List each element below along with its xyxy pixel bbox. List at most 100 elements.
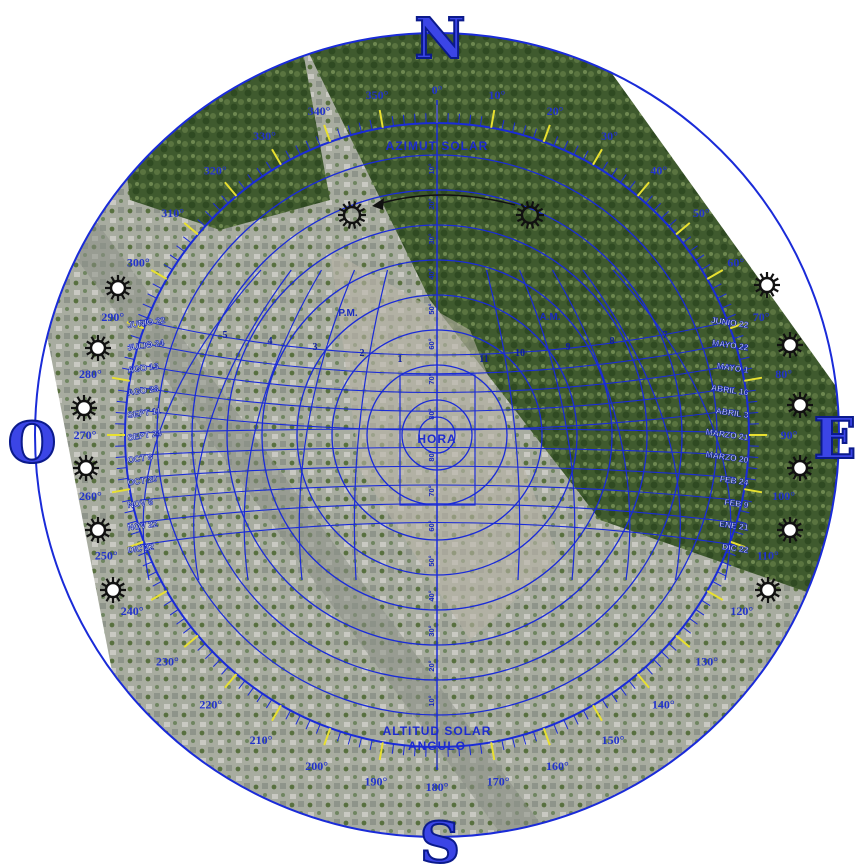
azimuth-tick [142, 561, 153, 567]
altitude-label: 30° [427, 233, 436, 244]
azimuth-tick [611, 167, 618, 177]
azimuth-tick [668, 643, 677, 651]
date-label-left: OCT 20 [127, 473, 158, 487]
hour-line [612, 269, 732, 581]
azimuth-tick [116, 467, 127, 470]
outer-degree-label: 290° [101, 310, 124, 324]
azimuth-tick [182, 236, 192, 244]
azimuth-tick [742, 367, 753, 371]
azimuth-tick [130, 530, 141, 535]
outer-degree-label: 150° [602, 733, 625, 747]
date-line [139, 465, 736, 479]
hour-line [298, 269, 356, 581]
azimuth-tick [563, 719, 569, 730]
sun-icon [105, 275, 131, 301]
azimuth-tick [295, 715, 301, 725]
outer-degree-labels: 0° 10°20°30°40°50°60°70°80°90°100°110°120… [74, 83, 798, 794]
sun-icons [71, 201, 813, 603]
sun-icon [73, 455, 99, 481]
outer-degree-label: 170° [487, 775, 510, 789]
date-line [139, 386, 736, 412]
sun-icon [85, 517, 111, 543]
azimuth-tick [469, 745, 472, 756]
azimuth-tick [636, 181, 650, 197]
azimuth-tick [682, 236, 692, 244]
azimuth-tick [717, 571, 727, 577]
azimuth-ticks [107, 105, 767, 765]
hour-line [353, 269, 389, 581]
altitude-label: 70° [427, 373, 436, 384]
hour-line [485, 269, 521, 581]
outer-degree-label: 80° [775, 367, 792, 381]
azimuth-tick [163, 599, 173, 607]
outer-degree-label: 300° [127, 256, 150, 270]
azimuth-tick [285, 150, 291, 160]
azimuth-tick [628, 180, 636, 190]
azimuth-tick [169, 254, 179, 261]
outer-degree-label: 60° [727, 256, 744, 270]
azimuth-tick [522, 125, 527, 136]
azimuth-tick [501, 740, 505, 751]
azimuth-tick [739, 509, 750, 514]
azimuth-tick [573, 715, 579, 725]
altitude-label: 70° [427, 485, 436, 496]
date-line [139, 341, 736, 375]
date-label-right: MAYO 1 [716, 361, 749, 375]
azimuth-tick [391, 743, 395, 754]
angle-title: ANGULO [408, 739, 466, 753]
azimuth-tick [726, 551, 736, 557]
azimuth-tick [490, 109, 496, 128]
azimuth-tick [695, 254, 705, 261]
azimuth-title: AZIMUT SOLAR [386, 139, 489, 153]
outer-degree-label: 350° [366, 88, 389, 102]
outer-degree-label: 30° [601, 129, 618, 143]
azimuth-tick [126, 540, 145, 549]
outer-degree-label: 10° [489, 88, 506, 102]
outer-degree-label: 90° [781, 428, 798, 442]
date-label-right: ABRIL 3 [715, 405, 749, 420]
outer-degree-label: 240° [121, 604, 144, 618]
azimuth-tick [369, 119, 373, 130]
azimuth-tick [152, 283, 162, 289]
hour-box [399, 374, 476, 506]
azimuth-tick [661, 210, 669, 219]
hour-label-am: 10 [515, 348, 525, 359]
azimuth-tick [706, 269, 724, 280]
azimuth-tick [733, 335, 744, 340]
azimuth-tick [592, 148, 603, 166]
hour-line [518, 269, 576, 581]
east-letter: E [814, 406, 857, 472]
azimuth-tick [742, 499, 753, 503]
azimuth-tick [176, 617, 185, 625]
azimuth-tick [221, 195, 229, 204]
azimuth-tick [712, 283, 722, 289]
azimuth-tick [682, 626, 692, 634]
azimuth-tick [247, 687, 255, 696]
date-label-left: NOV 6 [127, 496, 154, 509]
azimuth-tick [721, 561, 732, 567]
azimuth-tick [163, 263, 173, 271]
azimuth-tick [337, 731, 342, 742]
south-letter: S [420, 810, 460, 867]
hour-label-am: 11 [479, 354, 488, 365]
hour-title: HORA [417, 432, 456, 446]
azimuth-tick [668, 219, 677, 227]
azimuth-tick [224, 181, 238, 197]
west-letter: O [8, 410, 57, 476]
path-arrow-icon [372, 194, 516, 210]
azimuth-tick [490, 742, 496, 761]
hour-label-pm: 4 [268, 336, 273, 347]
azimuth-tick [315, 724, 321, 734]
azimuth-tick [183, 222, 199, 236]
outer-degree-label: 330° [253, 129, 276, 143]
azimuth-tick [205, 210, 213, 219]
date-line [139, 319, 736, 356]
hour-label-am: 9 [566, 342, 571, 353]
altitude-label: 10° [427, 163, 436, 174]
azimuth-tick [118, 477, 129, 481]
azimuth-tick [130, 335, 141, 340]
azimuth-tick [127, 345, 138, 350]
outer-degree-label: 310° [161, 206, 184, 220]
date-label-right: DIC 22 [722, 541, 750, 555]
